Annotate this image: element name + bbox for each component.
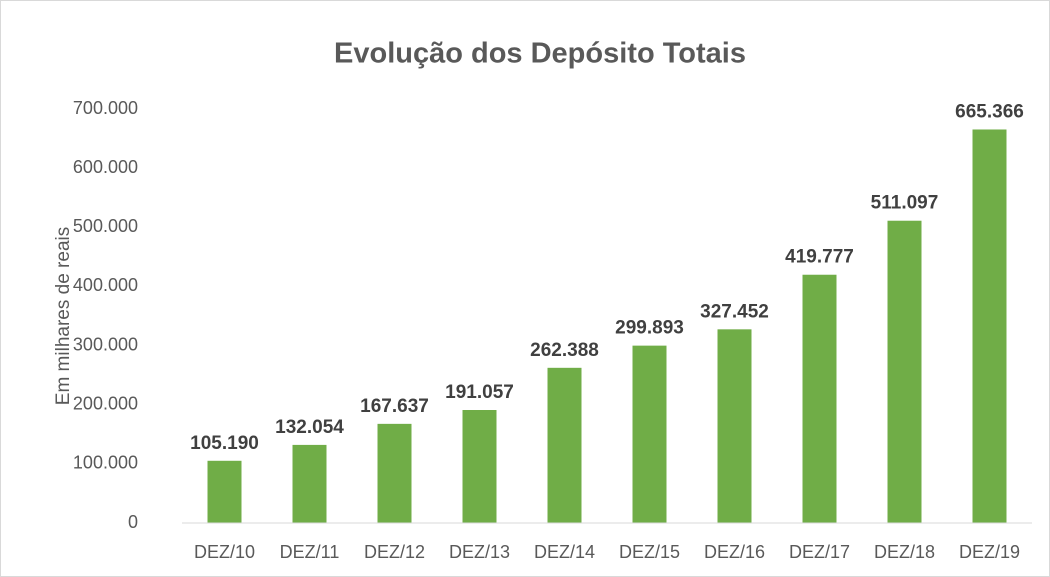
x-tick-label: DEZ/15 [619, 542, 680, 562]
x-tick-label: DEZ/18 [874, 542, 935, 562]
data-label: 262.388 [530, 340, 599, 361]
bar [462, 410, 497, 523]
bar [802, 274, 837, 523]
bar [887, 220, 922, 523]
bar [292, 444, 327, 523]
bar [972, 129, 1007, 524]
data-label: 327.452 [700, 301, 769, 322]
data-label: 419.777 [785, 247, 854, 268]
data-label: 665.366 [955, 101, 1024, 122]
y-tick-label: 100.000 [73, 453, 138, 473]
data-label: 299.893 [615, 318, 684, 339]
data-label: 132.054 [275, 417, 344, 438]
x-tick-label: DEZ/17 [789, 542, 850, 562]
data-label: 105.190 [190, 433, 259, 454]
x-tick-label: DEZ/16 [704, 542, 765, 562]
y-tick-label: 600.000 [73, 157, 138, 177]
bar [547, 367, 582, 523]
bar [632, 345, 667, 523]
bar [377, 423, 412, 523]
y-tick-label: 400.000 [73, 275, 138, 295]
y-tick-label: 0 [128, 512, 138, 532]
x-tick-label: DEZ/10 [194, 542, 255, 562]
x-tick-label: DEZ/11 [280, 542, 340, 562]
y-tick-label: 700.000 [73, 98, 138, 118]
x-tick-label: DEZ/13 [449, 542, 510, 562]
bar [207, 460, 242, 523]
chart-title: Evolução dos Depósito Totais [334, 38, 746, 70]
bar [717, 329, 752, 523]
x-tick-label: DEZ/14 [534, 542, 595, 562]
x-tick-label: DEZ/12 [364, 542, 425, 562]
y-tick-label: 300.000 [73, 334, 138, 354]
data-label: 167.637 [360, 396, 429, 417]
y-tick-label: 500.000 [73, 216, 138, 236]
data-label: 511.097 [871, 193, 939, 214]
y-axis-label: Em milhares de reais [53, 227, 74, 405]
x-tick-label: DEZ/19 [959, 542, 1020, 562]
data-label: 191.057 [445, 382, 514, 403]
y-tick-label: 200.000 [73, 393, 138, 413]
